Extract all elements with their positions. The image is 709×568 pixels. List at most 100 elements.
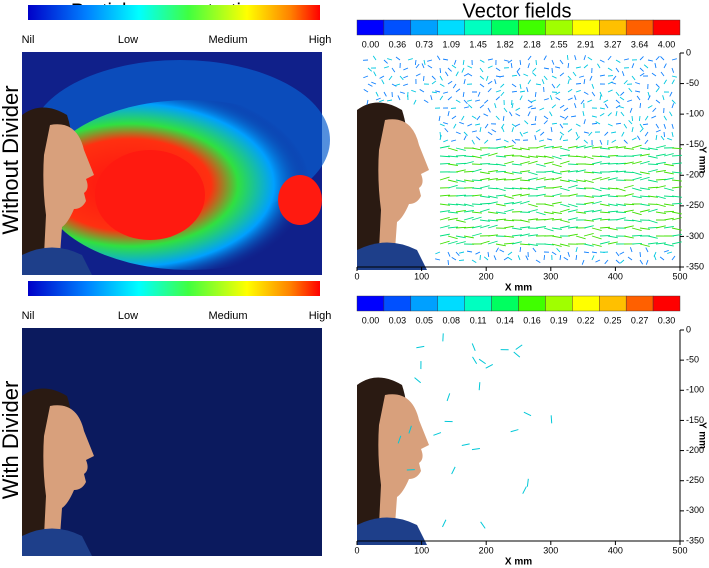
vector: [663, 203, 674, 206]
vector: [663, 163, 674, 167]
vector: [671, 99, 676, 104]
vector: [487, 178, 498, 181]
vector: [653, 255, 657, 261]
colorbar-label: Medium: [208, 310, 247, 322]
y-tick-label: -350: [686, 261, 704, 271]
vector: [615, 91, 620, 97]
vector: [458, 259, 465, 261]
vector: [588, 131, 593, 137]
vector: [467, 65, 473, 69]
vector: [530, 107, 537, 110]
vector: [551, 218, 562, 221]
vector: [644, 131, 649, 137]
vector: [580, 99, 585, 105]
vector: [583, 145, 594, 149]
vector: [447, 203, 458, 206]
vector: [663, 171, 674, 175]
vector: [623, 139, 628, 144]
vector: [511, 227, 522, 231]
vector: [363, 88, 369, 93]
vector: [607, 89, 613, 93]
vector: [463, 161, 474, 165]
vector: [647, 186, 659, 189]
vector: [507, 59, 513, 64]
mannequin: [357, 102, 429, 270]
vector: [535, 155, 546, 158]
vector: [503, 242, 515, 245]
vector: [663, 153, 674, 157]
vector: [550, 127, 553, 133]
vector: [527, 203, 538, 208]
y-tick-label: -100: [686, 385, 704, 395]
vector: [397, 435, 402, 444]
vector: [439, 145, 450, 149]
vector: [371, 81, 377, 85]
vector: [447, 155, 458, 158]
vector: [607, 55, 612, 61]
colorbar-box: [652, 295, 681, 312]
vector: [511, 171, 522, 174]
vector: [495, 89, 501, 93]
vector: [643, 64, 649, 69]
row-label: With Divider: [0, 381, 23, 500]
vector: [483, 113, 489, 117]
vector: [559, 154, 570, 157]
vector: [517, 255, 521, 261]
vector: [503, 202, 514, 205]
vector: [471, 232, 482, 237]
vector: [559, 123, 564, 129]
vector: [527, 63, 530, 69]
vector: [591, 255, 595, 261]
vector: [655, 134, 658, 141]
vector: [671, 79, 675, 85]
vector: [511, 241, 522, 245]
vector: [575, 187, 586, 190]
vector: [551, 186, 562, 189]
vector: [589, 75, 593, 81]
vector: [487, 80, 493, 85]
vector: [515, 113, 521, 117]
vector: [439, 233, 450, 237]
vector: [559, 225, 570, 229]
vector: [615, 111, 618, 117]
colorbar-box: [652, 19, 681, 36]
vector: [567, 128, 573, 133]
vector: [471, 147, 482, 151]
vector: [471, 179, 483, 182]
vector: [599, 112, 605, 117]
vector: [604, 103, 609, 109]
vector: [388, 75, 393, 81]
vector: [487, 251, 490, 258]
colorbar-label: High: [309, 34, 332, 46]
vector: [556, 248, 561, 253]
vector: [655, 161, 666, 165]
vector: [607, 241, 618, 245]
x-tick-label: 0: [354, 545, 359, 555]
vector: [367, 83, 373, 87]
vector: [373, 71, 377, 77]
vector: [551, 163, 562, 168]
vector: [644, 139, 649, 145]
vector: [415, 73, 421, 77]
vector: [551, 201, 562, 205]
vector: [607, 146, 618, 149]
vector: [495, 203, 506, 207]
vector: [459, 121, 465, 125]
vector: [503, 187, 515, 190]
vector: [439, 95, 444, 101]
vector: [662, 95, 665, 101]
vector: [484, 123, 489, 129]
colorbar-box: [625, 19, 654, 36]
vector: [519, 131, 523, 137]
vector: [471, 187, 483, 190]
vector: [599, 91, 603, 97]
vector: [403, 83, 409, 86]
vector: [463, 203, 474, 207]
vector: [615, 146, 626, 149]
vector: [495, 96, 501, 101]
vector: [559, 59, 564, 65]
colorbar-box: [464, 295, 492, 312]
vector: [575, 123, 581, 127]
vector: [519, 219, 530, 223]
vector: [519, 226, 530, 229]
